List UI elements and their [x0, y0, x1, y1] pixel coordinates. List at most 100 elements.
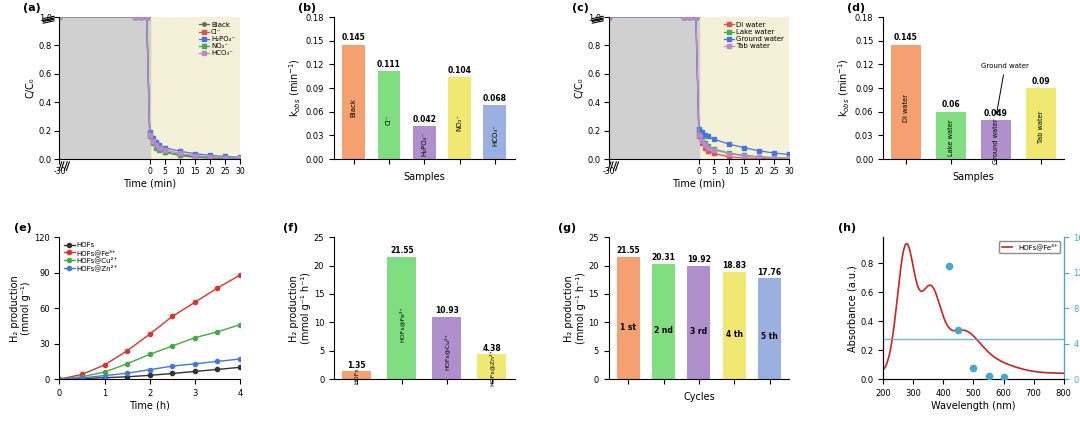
HOFs [188, 369, 201, 374]
Text: 0.104: 0.104 [448, 66, 472, 75]
Tab water [738, 153, 751, 158]
X-axis label: Samples: Samples [404, 172, 445, 181]
Text: HOFs@Cu²⁺: HOFs@Cu²⁺ [444, 333, 449, 370]
HCO₃⁻ [140, 14, 153, 20]
Lake water [692, 131, 705, 136]
H₂PO₄⁻ [140, 14, 153, 20]
Text: (g): (g) [558, 224, 576, 233]
NO₂⁻ [146, 141, 159, 146]
Text: 2 nd: 2 nd [654, 326, 673, 335]
Text: 4 th: 4 th [726, 330, 743, 339]
Black [53, 14, 66, 20]
Cl⁻ [140, 14, 153, 20]
NO₂⁻ [129, 14, 141, 20]
Text: 17.76: 17.76 [757, 268, 782, 276]
Line: Ground water: Ground water [607, 15, 791, 156]
Text: NO₂⁻: NO₂⁻ [457, 113, 462, 131]
Ground water [602, 14, 615, 20]
Legend: HOFs, HOFs@Fe³⁺, HOFs@Cu²⁺, HOFs@Zn²⁺: HOFs, HOFs@Fe³⁺, HOFs@Cu²⁺, HOFs@Zn²⁺ [63, 241, 120, 273]
Ground water [699, 132, 712, 138]
Black [152, 147, 165, 152]
HOFs@Zn²⁺ [76, 375, 89, 380]
Bar [758, 278, 781, 379]
HOFs@Cu²⁺ [144, 352, 157, 357]
Black [218, 155, 231, 161]
Cl⁻ [129, 14, 141, 20]
Tab water [768, 155, 781, 161]
Y-axis label: H₂ production
(mmol g⁻¹): H₂ production (mmol g⁻¹) [10, 275, 31, 342]
NO₂⁻ [140, 14, 153, 20]
HCO₃⁻ [129, 14, 141, 20]
NO₂⁻ [149, 145, 162, 150]
Text: 5 th: 5 th [761, 332, 778, 341]
DI water [701, 148, 714, 153]
Lake water [738, 153, 751, 158]
Lake water [768, 155, 781, 160]
NO₂⁻ [203, 155, 216, 161]
HOFs@Zn²⁺ [166, 363, 179, 368]
HCO₃⁻ [152, 145, 165, 150]
Cl⁻ [134, 14, 147, 20]
Ground water [753, 148, 766, 153]
H₂PO₄⁻ [203, 153, 216, 158]
HOFs [233, 365, 246, 370]
Black [174, 152, 187, 157]
Bar [413, 126, 436, 159]
Text: (a): (a) [24, 3, 41, 13]
Black [159, 150, 172, 155]
Line: Cl⁻: Cl⁻ [57, 15, 242, 161]
HOFs@Zn²⁺ [233, 357, 246, 362]
Bar [59, 17, 150, 159]
Black [140, 14, 153, 20]
NO₂⁻ [188, 155, 201, 160]
NO₂⁻ [233, 156, 246, 161]
HOFs@Fe³⁺ [121, 348, 134, 353]
HCO₃⁻ [174, 151, 187, 156]
HOFs@Zn²⁺ [98, 373, 111, 378]
Bar [608, 17, 699, 159]
Ground water [723, 141, 735, 147]
Y-axis label: k$_{obs}$ (min$^{-1}$): k$_{obs}$ (min$^{-1}$) [287, 59, 303, 118]
Y-axis label: H₂ production
(mmol g⁻¹ h⁻¹): H₂ production (mmol g⁻¹ h⁻¹) [289, 272, 311, 344]
DI water [677, 14, 690, 20]
Text: 0.06: 0.06 [942, 101, 960, 109]
H₂PO₄⁻ [53, 14, 66, 20]
Bar [617, 257, 639, 379]
DI water [699, 145, 712, 150]
Text: 1 st: 1 st [620, 323, 636, 332]
HOFs@Cu²⁺ [121, 361, 134, 366]
DI water [768, 156, 781, 161]
Cl⁻ [152, 147, 165, 152]
Point [980, 372, 997, 379]
H₂PO₄⁻ [129, 14, 141, 20]
Text: HOFs: HOFs [354, 367, 360, 384]
H₂PO₄⁻ [174, 149, 187, 154]
HOFs@Cu²⁺ [53, 377, 66, 382]
HOFs@Cu²⁺ [166, 343, 179, 348]
HOFs@Fe³⁺ [233, 273, 246, 278]
DI water [602, 14, 615, 20]
HCO₃⁻ [53, 14, 66, 20]
Cl⁻ [218, 156, 231, 161]
Text: (c): (c) [572, 3, 590, 13]
Text: 10.93: 10.93 [435, 306, 459, 315]
Text: 21.55: 21.55 [617, 246, 640, 255]
HCO₃⁻ [159, 147, 172, 153]
Tab water [689, 14, 702, 20]
Black [129, 14, 141, 20]
HOFs@Fe³⁺ [98, 363, 111, 368]
Cl⁻ [159, 150, 172, 155]
HOFs [144, 373, 157, 378]
HCO₃⁻ [218, 155, 231, 160]
Text: 0.145: 0.145 [894, 33, 918, 42]
Y-axis label: C/C₀: C/C₀ [575, 78, 585, 98]
Ground water [707, 137, 720, 142]
HOFs@Zn²⁺ [144, 367, 157, 372]
DI water [689, 14, 702, 20]
DI water [707, 151, 720, 156]
H₂PO₄⁻ [149, 139, 162, 144]
Text: Ground water: Ground water [993, 119, 999, 164]
Text: DI water: DI water [903, 94, 909, 121]
HCO₃⁻ [144, 132, 157, 138]
Ground water [689, 14, 702, 20]
